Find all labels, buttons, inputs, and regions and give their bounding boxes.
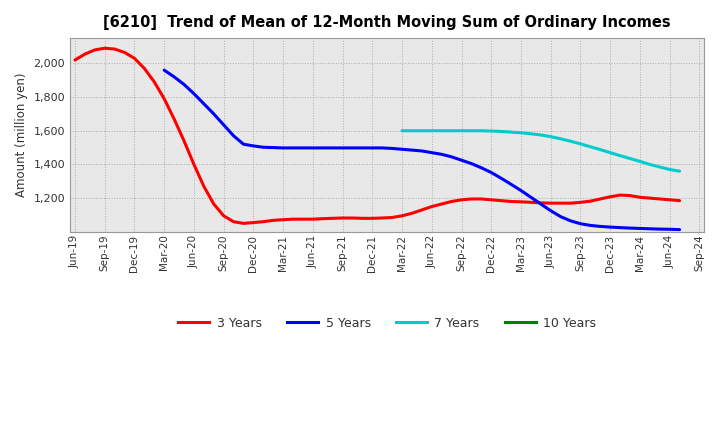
- 3 Years: [199, 183, 208, 189]
- 7 Years: [428, 128, 436, 133]
- 7 Years: [586, 144, 595, 150]
- 7 Years: [408, 128, 416, 133]
- 5 Years: [160, 67, 168, 73]
- 7 Years: [467, 128, 476, 133]
- 3 Years: [675, 198, 684, 203]
- 3 Years: [616, 192, 624, 198]
- 3 Years: [100, 46, 109, 51]
- 7 Years: [457, 128, 466, 133]
- Legend: 3 Years, 5 Years, 7 Years, 10 Years: 3 Years, 5 Years, 7 Years, 10 Years: [173, 312, 601, 335]
- 7 Years: [566, 139, 575, 144]
- Line: 7 Years: 7 Years: [402, 131, 680, 171]
- 5 Years: [299, 145, 307, 150]
- 5 Years: [467, 161, 476, 166]
- 7 Years: [636, 159, 644, 164]
- 7 Years: [626, 156, 634, 161]
- 5 Years: [616, 225, 624, 230]
- 3 Years: [249, 220, 258, 225]
- 7 Years: [418, 128, 426, 133]
- 7 Years: [507, 129, 516, 135]
- 3 Years: [130, 56, 139, 61]
- 5 Years: [457, 158, 466, 163]
- 5 Years: [487, 170, 495, 175]
- 7 Years: [447, 128, 456, 133]
- 7 Years: [497, 129, 505, 134]
- 7 Years: [546, 134, 555, 139]
- 3 Years: [388, 215, 397, 220]
- 5 Years: [675, 227, 684, 232]
- 3 Years: [239, 221, 248, 226]
- 7 Years: [557, 136, 565, 142]
- 7 Years: [646, 162, 654, 167]
- 7 Years: [517, 130, 526, 136]
- 7 Years: [655, 164, 664, 169]
- 7 Years: [477, 128, 486, 133]
- Title: [6210]  Trend of Mean of 12-Month Moving Sum of Ordinary Incomes: [6210] Trend of Mean of 12-Month Moving …: [104, 15, 671, 30]
- 3 Years: [457, 197, 466, 202]
- 7 Years: [487, 128, 495, 134]
- 7 Years: [437, 128, 446, 133]
- 5 Years: [557, 214, 565, 219]
- 7 Years: [616, 153, 624, 158]
- Line: 5 Years: 5 Years: [164, 70, 680, 230]
- Line: 3 Years: 3 Years: [75, 48, 680, 224]
- 7 Years: [526, 131, 535, 136]
- 7 Years: [397, 128, 406, 133]
- Y-axis label: Amount (million yen): Amount (million yen): [15, 73, 28, 197]
- 7 Years: [536, 132, 545, 138]
- 7 Years: [665, 167, 674, 172]
- 7 Years: [675, 169, 684, 174]
- 7 Years: [576, 141, 585, 147]
- 7 Years: [596, 147, 605, 152]
- 7 Years: [606, 150, 615, 155]
- 3 Years: [71, 57, 79, 62]
